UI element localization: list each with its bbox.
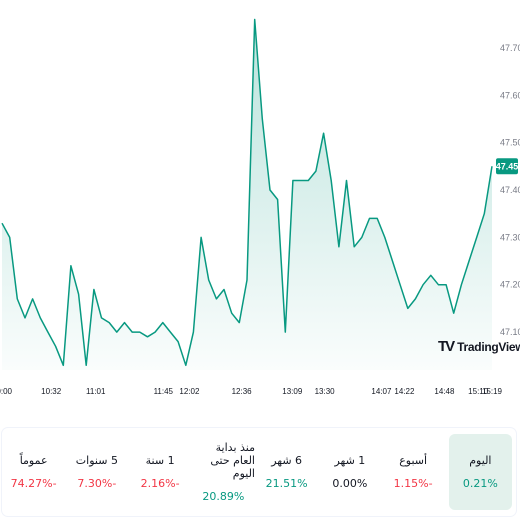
- perf-value: 21.51%: [265, 477, 308, 490]
- y-tick-label: 47.10: [500, 327, 520, 337]
- x-tick-label: 13:30: [315, 387, 336, 396]
- x-tick-label: 15:10: [468, 387, 489, 396]
- perf-label: 5 سنوات: [75, 454, 118, 467]
- perf-label: منذ بداية العام حتى اليوم: [210, 441, 255, 480]
- perf-value: 7.30%-: [77, 477, 117, 490]
- perf-value: 0.00%: [332, 477, 368, 490]
- perf-cell-week[interactable]: أسبوع 1.15%-: [382, 428, 445, 516]
- x-axis: 10:00 10:32 11:01 11:45 12:02 12:36 13:09 13:30…: [0, 387, 503, 396]
- perf-cell-5-years[interactable]: 5 سنوات 7.30%-: [65, 428, 128, 516]
- x-tick-label: 14:22: [394, 387, 415, 396]
- perf-value: 2.16%-: [140, 477, 180, 490]
- perf-value: 1.15%-: [393, 477, 433, 490]
- x-tick-label: 14:07: [371, 387, 392, 396]
- x-tick-label: 10:32: [41, 387, 62, 396]
- x-tick-label: 12:02: [179, 387, 200, 396]
- price-area-fill: [2, 19, 492, 370]
- y-axis: 47.70 47.60 47.50 47.40 47.30 47.20 47.10: [500, 43, 520, 337]
- perf-cell-all-time[interactable]: عموماً 74.27%-: [2, 428, 65, 516]
- y-tick-label: 47.20: [500, 280, 520, 290]
- tradingview-logo[interactable]: TV TradingView: [438, 338, 520, 355]
- y-tick-label: 47.50: [500, 138, 520, 148]
- perf-cell-6-months[interactable]: 6 شهر 21.51%: [255, 428, 318, 516]
- last-price-label: 47.45: [496, 161, 519, 171]
- last-price-tag: 47.45: [496, 158, 519, 175]
- price-line: [1, 18, 493, 367]
- perf-label: 6 شهر: [271, 454, 303, 467]
- perf-value: 0.21%: [462, 477, 498, 490]
- price-series-line: [1, 18, 493, 367]
- tradingview-logo-icon: TV: [438, 338, 455, 355]
- perf-cell-ytd[interactable]: منذ بداية العام حتى اليوم 20.89%: [192, 428, 255, 516]
- last-price-badge: [496, 158, 518, 175]
- perf-label: 1 شهر: [334, 454, 366, 467]
- price-area: [2, 19, 492, 370]
- x-tick-label: 11:45: [154, 387, 174, 396]
- perf-label: اليوم: [469, 454, 492, 467]
- y-tick-label: 47.70: [500, 43, 520, 53]
- x-tick-label: 14:48: [434, 387, 455, 396]
- x-tick-label: 10:00: [0, 387, 13, 396]
- perf-cell-1-year[interactable]: 1 سنة 2.16%-: [129, 428, 192, 516]
- perf-value: 74.27%-: [10, 477, 57, 490]
- perf-label: 1 سنة: [145, 454, 175, 467]
- perf-value: 20.89%: [202, 490, 245, 503]
- x-tick-label: 11:01: [86, 387, 106, 396]
- perf-cell-today[interactable]: اليوم 0.21%: [448, 434, 512, 510]
- perf-label: أسبوع: [399, 454, 428, 467]
- y-tick-label: 47.30: [500, 232, 520, 242]
- y-tick-label: 47.40: [500, 185, 520, 195]
- x-tick-label: 13:09: [282, 387, 303, 396]
- perf-label: عموماً: [19, 454, 48, 467]
- performance-bar: اليوم 0.21% أسبوع 1.15%- 1 شهر 0.00% 6 ش…: [2, 428, 516, 516]
- tradingview-logo-text: TradingView: [457, 339, 520, 354]
- y-tick-label: 47.60: [500, 90, 520, 100]
- price-chart[interactable]: 47.70 47.60 47.50 47.40 47.30 47.20 47.10 10:0…: [0, 0, 520, 400]
- perf-cell-1-month[interactable]: 1 شهر 0.00%: [318, 428, 381, 516]
- x-tick-label: 12:36: [232, 387, 253, 396]
- x-tick-label: 15:19: [482, 387, 503, 396]
